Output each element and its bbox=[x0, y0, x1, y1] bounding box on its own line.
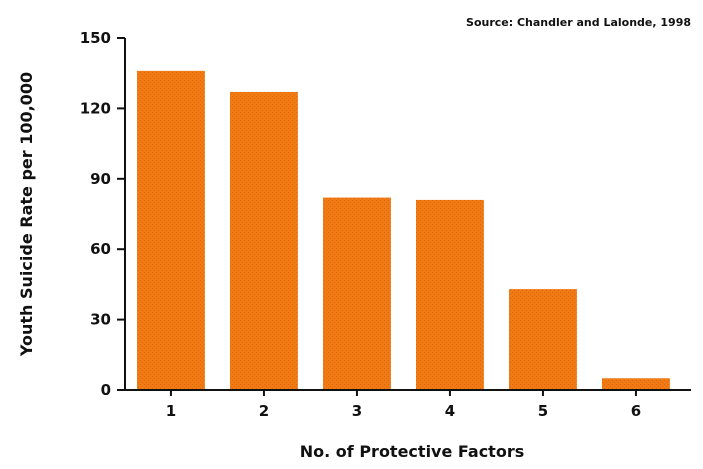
x-tick-label: 3 bbox=[352, 402, 362, 420]
bar-2 bbox=[230, 91, 298, 391]
x-tick-label: 5 bbox=[538, 402, 548, 420]
y-axis-title: Youth Suicide Rate per 100,000 bbox=[17, 72, 36, 357]
y-axis: 0 30 60 90 120 150 bbox=[80, 29, 126, 399]
bar-6 bbox=[602, 378, 670, 390]
x-axis: 1 2 3 4 5 6 bbox=[125, 389, 691, 420]
x-tick-label: 4 bbox=[445, 402, 455, 420]
x-tick-label: 6 bbox=[631, 402, 641, 420]
y-tick-label: 0 bbox=[101, 381, 111, 399]
y-tick-label: 120 bbox=[80, 99, 111, 117]
source-note: Source: Chandler and Lalonde, 1998 bbox=[466, 16, 691, 29]
bar-5 bbox=[509, 289, 577, 390]
y-tick-label: 150 bbox=[80, 29, 111, 47]
bar-1 bbox=[137, 70, 205, 390]
y-tick-label: 90 bbox=[90, 170, 111, 188]
y-tick-label: 60 bbox=[90, 240, 111, 258]
bars bbox=[137, 70, 670, 391]
y-tick-label: 30 bbox=[90, 311, 111, 329]
x-tick-label: 2 bbox=[259, 402, 269, 420]
x-axis-title: No. of Protective Factors bbox=[300, 442, 524, 461]
x-tick-label: 1 bbox=[166, 402, 176, 420]
bar-3 bbox=[323, 197, 391, 390]
bar-4 bbox=[416, 199, 484, 390]
